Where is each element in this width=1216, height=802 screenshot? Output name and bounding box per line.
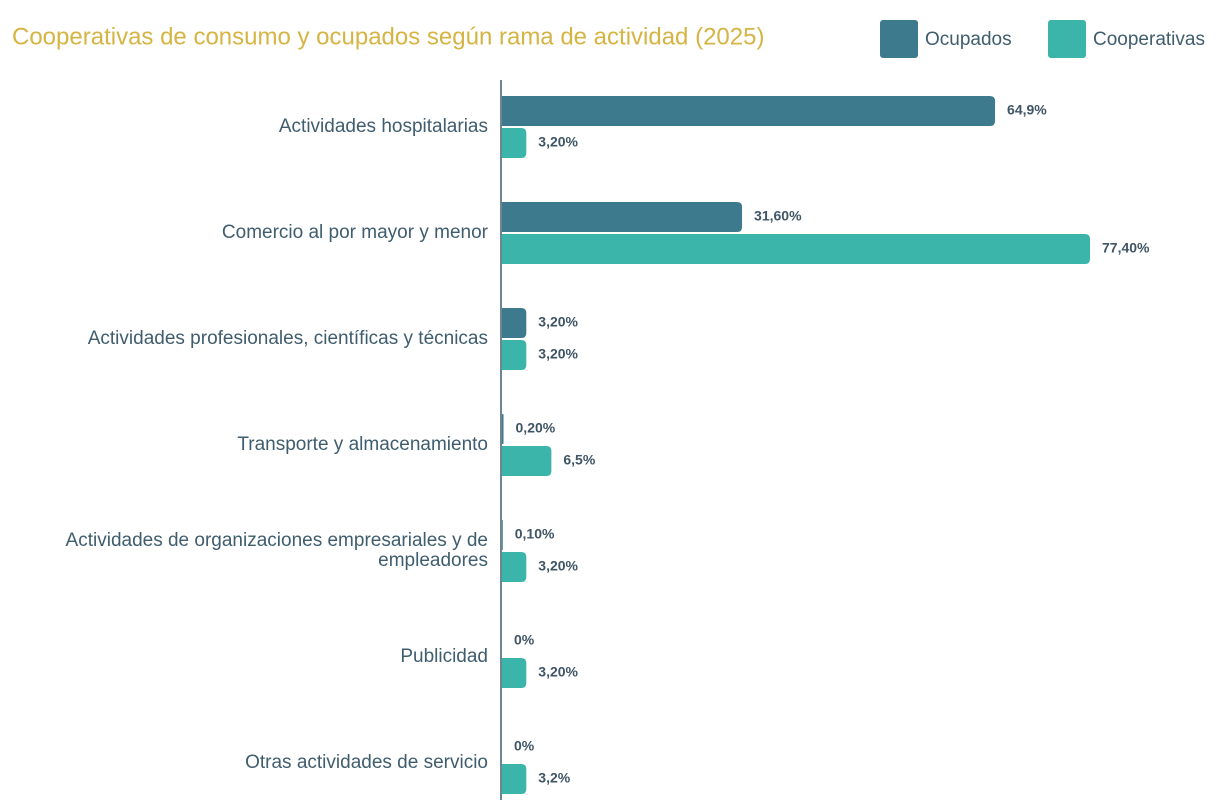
legend-swatch [880,20,918,58]
category-label: Comercio al por mayor y menor [222,222,489,243]
bar [502,520,503,550]
value-label: 77,40% [1102,240,1150,256]
bar [502,202,743,232]
bar [502,234,1090,264]
legend-label: Cooperativas [1093,29,1205,50]
bar [502,96,996,126]
category-label: Actividades hospitalarias [279,116,488,137]
category-label: Actividades de organizaciones empresaria… [66,530,488,571]
value-label: 3,20% [538,314,578,330]
value-label: 0,20% [516,420,556,436]
value-label: 64,9% [1007,102,1047,118]
legend-swatch [1048,20,1086,58]
bar [502,658,527,688]
value-label: 3,20% [538,664,578,680]
value-label: 3,20% [538,558,578,574]
value-label: 0,10% [515,526,555,542]
value-label: 31,60% [754,208,802,224]
legend-label: Ocupados [925,29,1012,50]
bar [502,764,527,794]
bar [502,446,552,476]
chart-title: Cooperativas de consumo y ocupados según… [12,23,764,50]
value-label: 3,20% [538,134,578,150]
bar [502,552,527,582]
value-label: 3,20% [538,346,578,362]
category-label: Actividades profesionales, científicas y… [88,328,488,349]
value-label: 3,2% [538,770,570,786]
category-label: Publicidad [400,646,488,667]
value-label: 6,5% [563,452,595,468]
bar [502,128,527,158]
value-label: 0% [514,632,535,648]
bar [502,308,527,338]
bar [502,414,504,444]
category-label: Otras actividades de servicio [245,752,488,773]
value-label: 0% [514,738,535,754]
category-label: Transporte y almacenamiento [237,434,488,455]
bar [502,340,527,370]
